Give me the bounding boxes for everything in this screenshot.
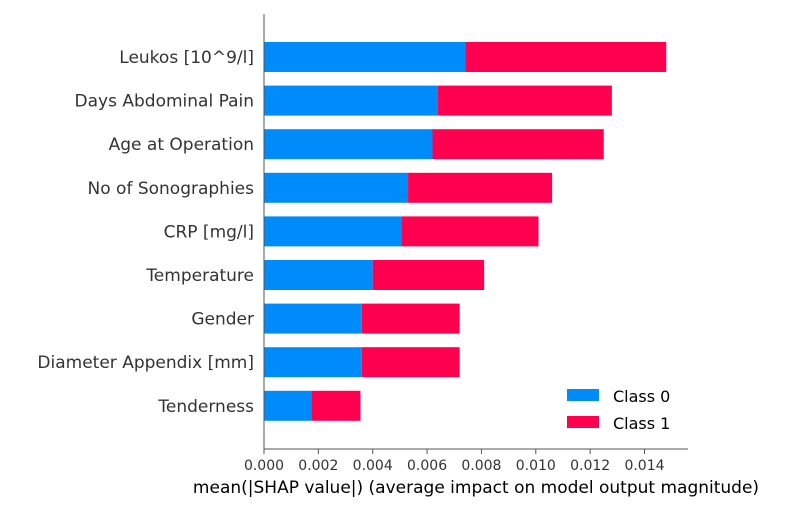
- bar-class1-4: [401, 216, 539, 247]
- bar-class0-0: [264, 42, 466, 72]
- legend: Class 0 Class 1: [567, 387, 670, 433]
- x-tick-label: 0.004: [353, 458, 393, 474]
- legend-swatch-class0: [567, 389, 599, 401]
- legend-label-class1: Class 1: [613, 414, 670, 433]
- category-label: Gender: [191, 310, 254, 330]
- bar-class1-8: [311, 390, 361, 421]
- bar-class0-2: [264, 129, 433, 160]
- category-label: Days Abdominal Pain: [75, 92, 254, 112]
- x-tick-label: 0.002: [298, 458, 338, 474]
- bar-class1-7: [361, 347, 460, 378]
- bar-class1-0: [465, 42, 667, 72]
- bar-class0-7: [264, 347, 362, 378]
- bar-class1-5: [372, 260, 485, 290]
- category-label: Age at Operation: [109, 135, 254, 155]
- bar-class0-6: [264, 303, 362, 334]
- x-axis-title: mean(|SHAP value|) (average impact on mo…: [193, 478, 759, 498]
- bar-class1-3: [408, 172, 553, 203]
- category-label: No of Sonographies: [88, 179, 255, 199]
- bars-group: [264, 42, 667, 421]
- bar-class0-4: [264, 216, 402, 247]
- legend-swatch-class1: [567, 416, 599, 428]
- x-tick-label: 0.012: [570, 458, 610, 474]
- category-label: CRP [mg/l]: [164, 222, 254, 242]
- bar-class1-6: [361, 303, 460, 334]
- legend-label-class0: Class 0: [613, 387, 670, 406]
- x-tick-label: 0.000: [244, 458, 284, 474]
- bar-class1-1: [437, 85, 612, 116]
- bar-class0-8: [264, 390, 312, 421]
- bar-class1-2: [432, 129, 604, 160]
- category-label: Diameter Appendix [mm]: [37, 353, 254, 373]
- bar-class0-1: [264, 85, 438, 116]
- x-tick-label: 0.006: [407, 458, 447, 474]
- bar-class0-5: [264, 260, 373, 290]
- category-labels: Leukos [10^9/l] Days Abdominal Pain Age at…: [37, 48, 254, 417]
- x-tick-label: 0.014: [624, 458, 664, 474]
- category-label: Tenderness: [157, 397, 254, 417]
- x-axis-ticks: 0.000 0.002 0.004 0.006 0.008 0.010 0.012 0.014: [244, 449, 665, 474]
- x-tick-label: 0.008: [461, 458, 501, 474]
- x-tick-label: 0.010: [516, 458, 556, 474]
- bar-class0-3: [264, 172, 409, 203]
- category-label: Leukos [10^9/l]: [119, 48, 254, 68]
- category-label: Temperature: [145, 266, 254, 286]
